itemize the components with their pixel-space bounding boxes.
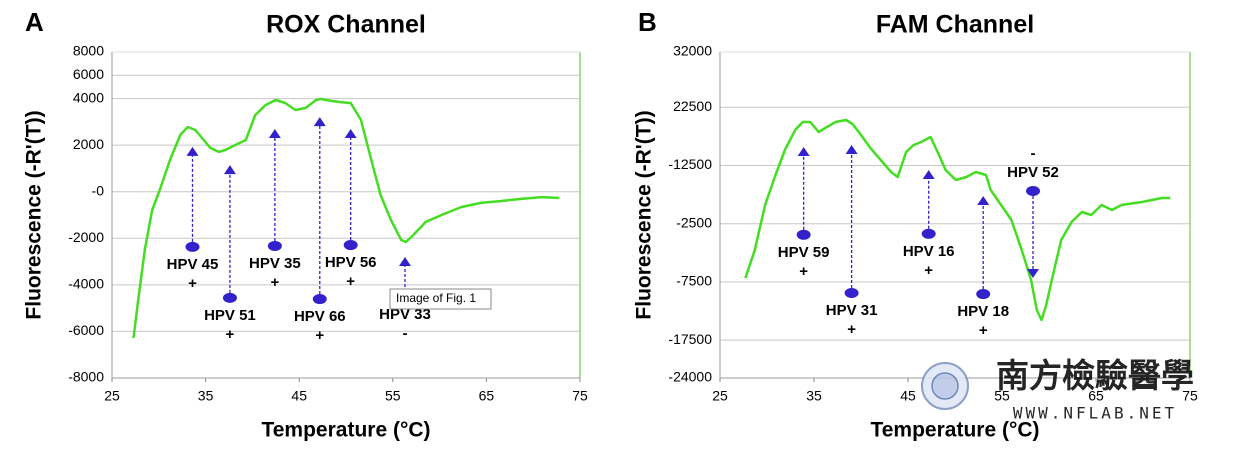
probe-sign: + (188, 275, 197, 292)
panel-label: A (25, 7, 44, 37)
panel-label: B (638, 7, 657, 37)
probe-marker (312, 294, 327, 305)
y-tick-label: -24000 (668, 369, 712, 385)
arrow-head (186, 146, 199, 156)
probe-label: HPV 59 (778, 244, 830, 261)
y-tick-label: 32000 (673, 43, 712, 59)
probe-marker (921, 228, 936, 239)
y-tick-label: -7500 (676, 273, 712, 289)
probe-label: HPV 33 (379, 306, 431, 323)
y-tick-label: -17500 (668, 331, 712, 347)
probe-sign: + (979, 322, 988, 339)
x-tick-label: 55 (994, 388, 1010, 404)
y-tick-label: -2500 (676, 214, 712, 230)
arrow-head (398, 257, 411, 267)
arrow-head (268, 128, 281, 138)
y-tick-label: 22500 (673, 98, 712, 114)
probe-sign: + (847, 321, 856, 338)
x-tick-label: 45 (900, 388, 916, 404)
x-tick-label: 55 (385, 388, 401, 404)
x-tick-label: 35 (806, 388, 822, 404)
probe-marker (796, 229, 811, 240)
probe-marker (1026, 186, 1041, 197)
tooltip-text: Image of Fig. 1 (396, 291, 476, 305)
probe-label: HPV 56 (325, 254, 377, 271)
watermark: 南方檢驗醫學 WWW.NFLAB.NET (921, 356, 1194, 423)
x-tick-label: 35 (198, 388, 214, 404)
probe-marker (222, 292, 237, 303)
melt-curve (132, 97, 560, 339)
probe-label: HPV 16 (903, 243, 955, 260)
watermark-url: WWW.NFLAB.NET (1013, 404, 1177, 423)
x-axis-label: Temperature (°C) (870, 419, 1039, 442)
y-tick-label: -2000 (68, 229, 104, 245)
arrow-head (797, 147, 810, 157)
probe-label: HPV 35 (249, 255, 301, 272)
arrow-head (845, 144, 858, 154)
y-tick-label: 6000 (73, 66, 104, 82)
x-tick-label: 25 (712, 388, 728, 404)
watermark-name: 南方檢驗醫學 (996, 356, 1194, 395)
arrow-head (313, 117, 326, 127)
melt-curve (744, 118, 1171, 322)
y-tick-label: -12500 (668, 156, 712, 172)
probe-marker (267, 240, 282, 251)
y-tick-label: -8000 (68, 369, 104, 385)
arrow-head (977, 196, 990, 206)
tooltip-box (389, 288, 492, 310)
probe-label: HPV 31 (826, 302, 878, 319)
x-tick-label: 65 (479, 388, 495, 404)
arrow-head (223, 165, 236, 175)
arrow-head (344, 128, 357, 138)
y-tick-label: -4000 (68, 276, 104, 292)
probe-label: HPV 66 (294, 308, 346, 325)
y-tick-label: -6000 (68, 322, 104, 338)
x-tick-label: 45 (291, 388, 307, 404)
probe-marker (844, 288, 859, 299)
x-tick-label: 65 (1088, 388, 1104, 404)
probe-sign: - (402, 325, 407, 342)
probe-marker (976, 289, 991, 300)
chart-title: ROX Channel (266, 11, 426, 39)
probe-sign: + (270, 274, 279, 291)
x-tick-label: 75 (1182, 388, 1198, 404)
probe-sign: + (346, 273, 355, 290)
probe-sign: + (226, 326, 235, 343)
probe-sign: + (799, 263, 808, 280)
y-tick-label: 2000 (73, 136, 104, 152)
x-tick-label: 75 (572, 388, 588, 404)
probe-sign: + (924, 262, 933, 279)
y-tick-label: 8000 (73, 43, 104, 59)
y-tick-label: 4000 (73, 89, 104, 105)
x-axis-label: Temperature (°C) (261, 419, 430, 442)
y-tick-label: -0 (92, 182, 105, 198)
chart-title: FAM Channel (876, 11, 1034, 39)
watermark-logo-inner (931, 372, 959, 400)
probe-sign: - (1031, 145, 1036, 162)
probe-label: HPV 18 (957, 303, 1009, 320)
probe-label: HPV 45 (167, 256, 219, 273)
arrow-head (1027, 269, 1040, 279)
probe-label: HPV 51 (204, 307, 256, 324)
x-tick-label: 25 (104, 388, 120, 404)
y-axis-label: Fluorescence (-R'(T)) (23, 110, 46, 319)
probe-marker (185, 241, 200, 252)
y-axis-label: Fluorescence (-R'(T)) (633, 110, 656, 319)
probe-sign: + (315, 327, 324, 344)
probe-label: HPV 52 (1007, 164, 1059, 181)
probe-marker (343, 240, 358, 251)
arrow-head (922, 170, 935, 180)
